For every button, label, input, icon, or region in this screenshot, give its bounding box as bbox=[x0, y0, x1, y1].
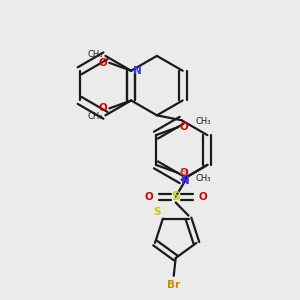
Text: CH₃: CH₃ bbox=[196, 174, 211, 183]
Text: Br: Br bbox=[167, 280, 180, 290]
Text: O: O bbox=[144, 192, 153, 202]
Text: O: O bbox=[180, 168, 188, 178]
Text: O: O bbox=[99, 58, 107, 68]
Text: CH₃: CH₃ bbox=[88, 50, 103, 59]
Text: O: O bbox=[180, 122, 188, 132]
Text: O: O bbox=[199, 192, 207, 202]
Text: CH₃: CH₃ bbox=[88, 112, 103, 121]
Text: N: N bbox=[133, 66, 142, 76]
Text: N: N bbox=[181, 176, 190, 186]
Text: S: S bbox=[172, 190, 180, 203]
Text: O: O bbox=[99, 103, 107, 113]
Text: CH₃: CH₃ bbox=[196, 117, 211, 126]
Text: S: S bbox=[153, 207, 161, 217]
Text: H: H bbox=[179, 168, 186, 177]
